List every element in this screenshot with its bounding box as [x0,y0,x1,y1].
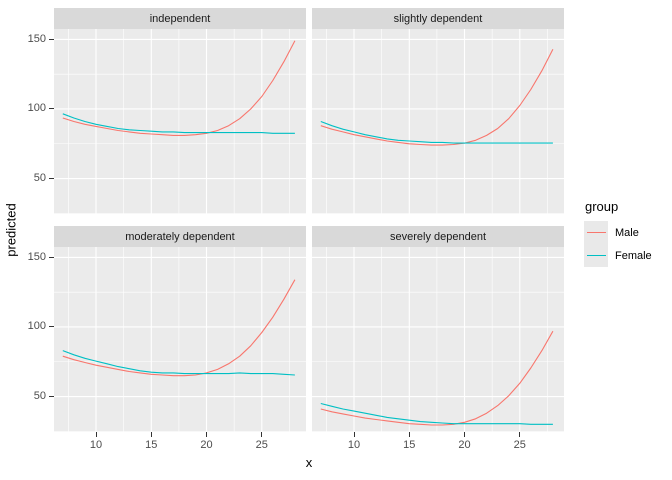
x-tick-label: 25 [255,439,268,451]
x-tick-mark [95,432,97,437]
legend-title: group [585,199,619,214]
legend-key-male [584,221,608,244]
y-tick-mark [49,256,54,258]
x-tick-mark [206,432,208,437]
y-tick-mark [49,396,54,398]
facet-panel-moderately-dependent [54,247,306,432]
x-tick-mark [353,432,355,437]
x-tick-label: 10 [89,439,103,451]
y-tick-label: 150 [27,250,46,263]
x-tick-label: 25 [513,439,526,451]
x-tick-mark [261,432,263,437]
facet-panel-severely-dependent [312,247,564,432]
facet-strip-moderately-dependent: moderately dependent [54,226,306,247]
y-tick-label: 150 [27,32,46,45]
x-tick-mark [464,432,466,437]
x-tick-mark [519,432,521,437]
female-line [62,350,295,376]
y-tick-label: 50 [33,172,46,185]
legend-label-female: Female [615,249,652,262]
female-line [62,113,295,134]
x-tick-mark [408,432,410,437]
y-axis-title: predicted [3,203,19,257]
y-tick-mark [49,326,54,328]
legend-entry-female: Female [584,244,652,267]
y-tick-mark [49,38,54,40]
legend: group Male Female [584,199,652,267]
male-line [320,48,554,146]
x-tick-label: 10 [347,439,361,451]
male-line-swatch [586,231,606,234]
facet-panel-slightly-dependent [312,29,564,214]
legend-entry-male: Male [584,221,652,244]
y-tick-mark [49,108,54,110]
female-line [320,402,553,425]
facet-strip-independent: independent [54,8,306,29]
y-tick-label: 100 [27,102,46,115]
x-tick-label: 20 [458,439,471,451]
male-line [62,279,296,377]
y-tick-label: 50 [33,390,46,403]
x-tick-label: 20 [200,439,213,451]
x-tick-label: 15 [145,439,158,451]
legend-key-female [584,244,608,267]
x-tick-mark [150,432,152,437]
legend-label-male: Male [615,226,639,239]
facet-panel-independent [54,29,306,214]
facet-strip-slightly-dependent: slightly dependent [312,8,564,29]
x-axis-title: x [305,455,313,470]
female-line-swatch [586,254,606,257]
y-tick-mark [49,178,54,180]
y-tick-label: 100 [27,320,46,333]
female-line [320,120,553,144]
x-tick-label: 15 [403,439,416,451]
male-line [320,330,554,426]
male-line [62,40,296,136]
facet-strip-severely-dependent: severely dependent [312,226,564,247]
